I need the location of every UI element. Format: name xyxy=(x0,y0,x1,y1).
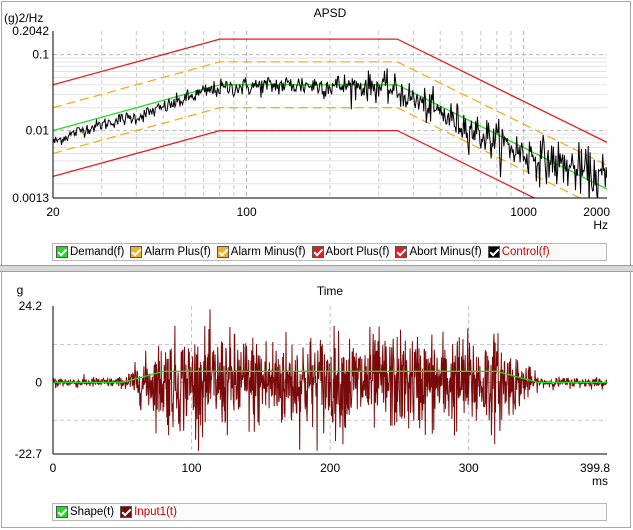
apsd-y-tick-label: 0.01 xyxy=(26,124,50,138)
time-x-tick-label: 300 xyxy=(459,461,479,475)
time-chart[interactable]: 24.2 0 -22.7 0 100 200 300 399.8 g ms Time xyxy=(0,272,633,530)
apsd-series-group xyxy=(53,38,607,198)
time-x-tick-label: 200 xyxy=(320,461,340,475)
control-f-line xyxy=(53,68,607,198)
panel-splitter[interactable] xyxy=(0,265,633,272)
legend-checkbox[interactable] xyxy=(120,506,133,518)
alarm-plus-f-line xyxy=(53,61,607,166)
legend-label: Demand(f) xyxy=(70,246,125,258)
time-series-group xyxy=(52,309,608,451)
apsd-x-unit-label: Hz xyxy=(593,218,608,232)
legend-item-abort-minus-f[interactable]: Abort Minus(f) xyxy=(395,246,482,258)
apsd-y-tick-label: 0.1 xyxy=(32,48,49,62)
legend-checkbox[interactable] xyxy=(395,246,408,258)
time-x-tick-label: 100 xyxy=(182,461,202,475)
legend-item-alarm-plus-f[interactable]: Alarm Plus(f) xyxy=(130,246,211,258)
legend-label: Alarm Plus(f) xyxy=(144,246,211,258)
legend-item-alarm-minus-f[interactable]: Alarm Minus(f) xyxy=(216,246,306,258)
apsd-legend: Demand(f) Alarm Plus(f) Alarm Minus(f) Abor… xyxy=(52,243,607,261)
apsd-y-tick-label: 0.2042 xyxy=(12,24,49,38)
apsd-x-tick-label: 100 xyxy=(237,205,257,219)
time-x-tick-label: 0 xyxy=(50,461,57,475)
legend-label: Control(f) xyxy=(501,246,550,258)
time-legend: Shape(t) Input1(t) xyxy=(52,503,607,521)
time-x-tick-label: 399.8 xyxy=(580,461,610,475)
time-y-tick-label: 24.2 xyxy=(19,299,43,313)
time-y-tick-label: 0 xyxy=(35,375,42,389)
apsd-y-unit-label: (g)2/Hz xyxy=(4,11,43,25)
legend-checkbox[interactable] xyxy=(130,246,143,258)
legend-item-demand-f[interactable]: Demand(f) xyxy=(56,246,124,258)
apsd-x-tick-label: 1000 xyxy=(510,205,537,219)
apsd-x-tick-label: 2000 xyxy=(583,205,610,219)
legend-checkbox[interactable] xyxy=(56,246,68,258)
legend-label: Alarm Minus(f) xyxy=(230,246,306,258)
legend-checkbox[interactable] xyxy=(216,246,229,258)
legend-label: Input1(t) xyxy=(134,506,177,518)
apsd-panel: 0.2042 0.1 0.01 0.0013 20 100 1000 2000 (g)2/Hz H… xyxy=(0,0,633,265)
abort-minus-f-line xyxy=(53,129,536,198)
legend-checkbox[interactable] xyxy=(487,246,500,258)
shape-t-line xyxy=(53,370,607,384)
time-panel: 24.2 0 -22.7 0 100 200 300 399.8 g ms Time Shape(t… xyxy=(0,272,633,530)
legend-item-control-f[interactable]: Control(f) xyxy=(487,246,550,258)
legend-checkbox[interactable] xyxy=(311,246,324,258)
time-title: Time xyxy=(317,284,344,298)
legend-item-abort-plus-f[interactable]: Abort Plus(f) xyxy=(311,246,390,258)
legend-label: Abort Plus(f) xyxy=(325,246,390,258)
apsd-x-tick-label: 20 xyxy=(46,205,60,219)
time-y-unit-label: g xyxy=(17,283,24,297)
legend-item-input1-t[interactable]: Input1(t) xyxy=(120,506,177,518)
legend-item-shape-t[interactable]: Shape(t) xyxy=(56,506,114,518)
time-x-unit-label: ms xyxy=(592,474,608,488)
apsd-title: APSD xyxy=(314,6,347,20)
input1-t-line xyxy=(52,309,608,451)
time-y-tick-label: -22.7 xyxy=(15,447,43,461)
legend-checkbox[interactable] xyxy=(56,506,68,518)
alarm-minus-f-line xyxy=(53,107,582,198)
legend-label: Abort Minus(f) xyxy=(409,246,482,258)
abort-plus-f-line xyxy=(53,38,607,143)
apsd-y-tick-label: 0.0013 xyxy=(12,191,49,205)
legend-label: Shape(t) xyxy=(70,506,115,518)
